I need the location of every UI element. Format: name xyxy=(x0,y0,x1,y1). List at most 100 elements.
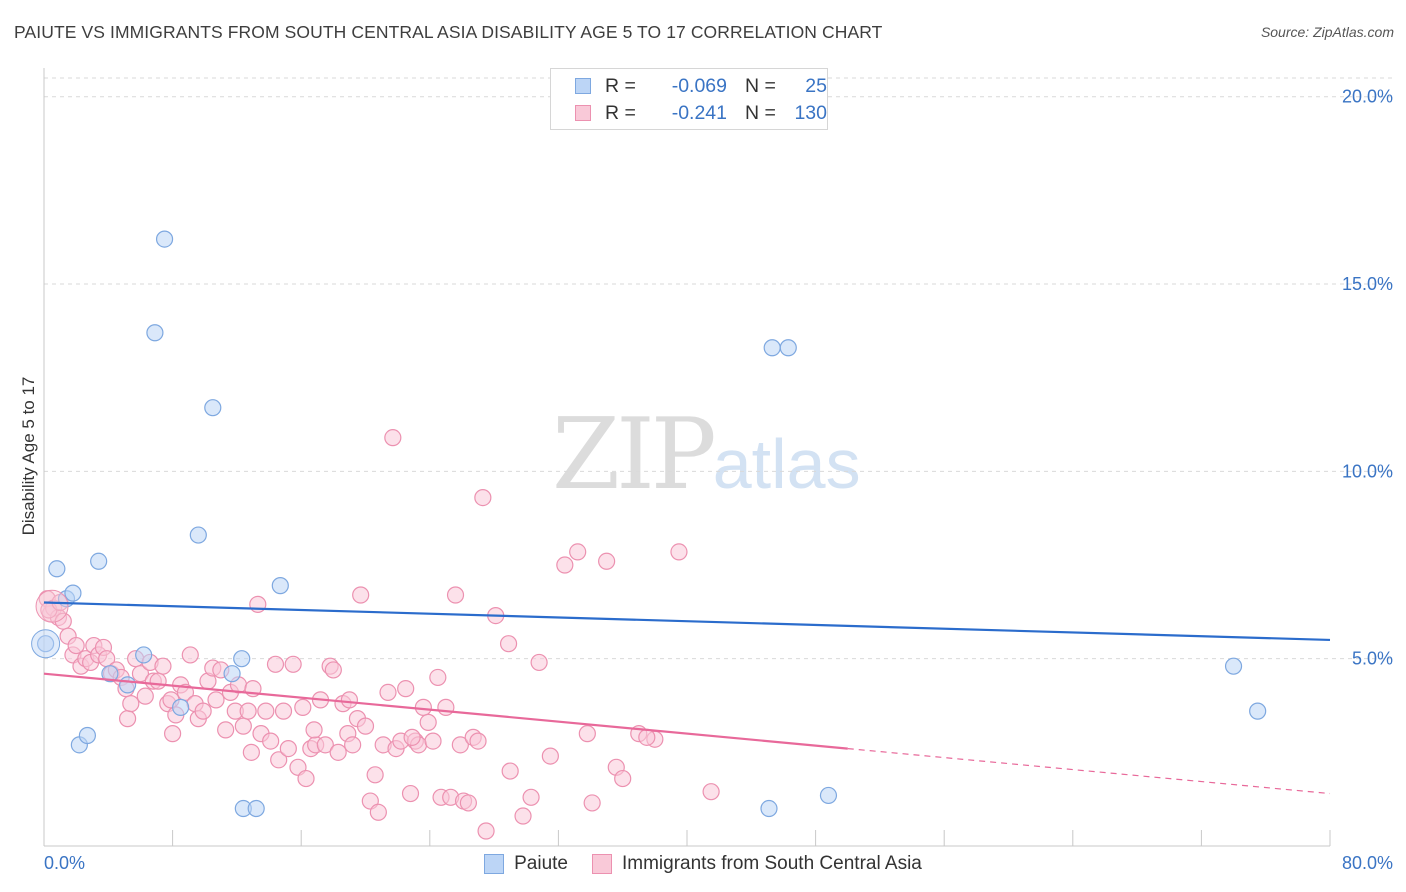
immigrants-point xyxy=(530,653,548,672)
y-tick-label: 15.0% xyxy=(1342,274,1393,294)
immigrants-point xyxy=(316,736,334,754)
paiute-point xyxy=(247,799,265,818)
immigrants-point xyxy=(414,698,432,716)
paiute-legend-label: Paiute xyxy=(514,853,568,874)
paiute-point xyxy=(135,646,153,664)
immigrants-point xyxy=(366,766,384,784)
immigrants-point-large xyxy=(35,589,69,623)
immigrants-point xyxy=(242,743,260,761)
immigrants-point xyxy=(344,736,362,754)
x-tick-label: 0.0% xyxy=(44,853,85,873)
immigrants-point xyxy=(670,543,688,561)
paiute-point xyxy=(48,560,66,578)
paiute-point xyxy=(760,799,778,818)
immigrants-point xyxy=(451,736,469,754)
immigrants-point xyxy=(266,655,285,673)
immigrants-point xyxy=(474,488,492,507)
y-tick-label: 5.0% xyxy=(1352,649,1393,669)
immigrants-point xyxy=(403,728,421,746)
r-label: R = xyxy=(605,101,636,124)
immigrants-point xyxy=(419,713,437,731)
series-legend: Paiute Immigrants from South Central Asi… xyxy=(0,851,1406,877)
paiute-point xyxy=(779,339,797,357)
immigrants-point xyxy=(522,788,540,806)
immigrants-point xyxy=(294,698,312,716)
n-value: 25 xyxy=(805,74,827,97)
immigrants-point xyxy=(578,725,596,743)
immigrants-point xyxy=(369,803,387,821)
immigrants-point xyxy=(501,762,519,780)
paiute-trend-line xyxy=(43,601,1331,642)
immigrants-point xyxy=(274,702,293,720)
immigrants-point xyxy=(401,784,420,803)
paiute-point xyxy=(763,339,781,357)
paiute-point xyxy=(204,399,222,417)
immigrants-point xyxy=(379,683,397,702)
immigrants-point xyxy=(122,695,140,713)
paiute-point xyxy=(819,786,838,805)
immigrants-point xyxy=(284,655,302,673)
y-axis-label: Disability Age 5 to 17 xyxy=(19,377,38,536)
immigrants-point xyxy=(702,783,720,801)
immigrants-point xyxy=(207,691,225,709)
immigrants-point xyxy=(514,807,532,825)
paiute-swatch xyxy=(575,78,591,94)
immigrants-point xyxy=(429,668,447,687)
immigrants-point xyxy=(356,717,375,735)
r-value: -0.241 xyxy=(671,101,727,124)
immigrants-point xyxy=(194,702,212,720)
immigrants-trend-line xyxy=(43,672,848,750)
immigrants-point xyxy=(149,672,167,690)
immigrants-point xyxy=(556,556,574,574)
immigrants-point xyxy=(583,794,601,812)
immigrants-point xyxy=(239,702,257,720)
immigrants-trend-extension xyxy=(847,747,1331,795)
immigrants-point xyxy=(424,732,442,750)
immigrants-point xyxy=(329,743,347,761)
paiute-point xyxy=(1249,702,1267,720)
immigrants-point xyxy=(181,646,199,664)
paiute-point xyxy=(37,635,55,653)
immigrants-point xyxy=(164,725,182,743)
watermark-atlas: atlas xyxy=(712,425,861,503)
immigrants-point xyxy=(270,751,288,769)
immigrants-point xyxy=(569,543,587,561)
immigrants-point xyxy=(499,635,518,653)
immigrants-point xyxy=(262,732,280,750)
immigrants-point xyxy=(118,710,137,728)
paiute-point xyxy=(189,526,207,544)
immigrants-point xyxy=(446,586,465,604)
immigrants-point xyxy=(384,429,402,447)
immigrants-point xyxy=(234,717,252,735)
immigrants-swatch xyxy=(575,105,591,121)
immigrants-point xyxy=(614,769,632,788)
paiute-point xyxy=(146,324,164,342)
immigrants-point xyxy=(67,636,85,655)
y-tick-label: 10.0% xyxy=(1342,461,1393,481)
legend-item-paiute[interactable]: Paiute xyxy=(484,853,568,875)
paiute-point xyxy=(271,577,289,595)
immigrants-point xyxy=(352,586,370,604)
paiute-point xyxy=(101,665,119,683)
paiute-point xyxy=(90,552,108,570)
paiute-point xyxy=(64,584,82,602)
immigrants-point xyxy=(324,661,342,679)
immigrants-point xyxy=(469,732,487,750)
chart-title: PAIUTE VS IMMIGRANTS FROM SOUTH CENTRAL … xyxy=(14,22,883,42)
x-tick-label: 80.0% xyxy=(1342,853,1393,873)
paiute-point xyxy=(172,698,190,716)
watermark-zip: ZIP xyxy=(552,398,717,512)
correlation-legend: R = -0.069 N = 25 R = -0.241 N = 130 xyxy=(550,68,828,130)
immigrants-legend-swatch xyxy=(591,854,612,874)
immigrants-point xyxy=(397,680,415,698)
immigrants-point xyxy=(257,702,275,720)
legend-row-paiute: R = -0.069 N = 25 xyxy=(575,73,827,99)
immigrants-legend-label: Immigrants from South Central Asia xyxy=(621,853,922,874)
paiute-point xyxy=(118,676,137,694)
immigrants-point xyxy=(477,822,495,840)
legend-item-immigrants[interactable]: Immigrants from South Central Asia xyxy=(591,853,922,875)
immigrants-point xyxy=(638,728,656,746)
immigrants-point xyxy=(541,747,559,765)
immigrants-point xyxy=(459,794,477,812)
